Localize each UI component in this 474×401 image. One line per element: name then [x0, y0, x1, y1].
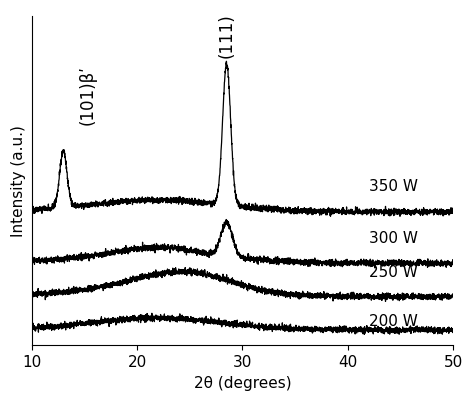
Y-axis label: Intensity (a.u.): Intensity (a.u.): [11, 125, 26, 237]
Text: 200 W: 200 W: [369, 313, 418, 328]
Text: 300 W: 300 W: [369, 230, 418, 245]
X-axis label: 2θ (degrees): 2θ (degrees): [194, 375, 292, 390]
Text: 350 W: 350 W: [369, 179, 418, 194]
Text: (101)βʹ: (101)βʹ: [79, 65, 97, 125]
Text: (111): (111): [218, 14, 236, 58]
Text: 250 W: 250 W: [369, 265, 418, 279]
